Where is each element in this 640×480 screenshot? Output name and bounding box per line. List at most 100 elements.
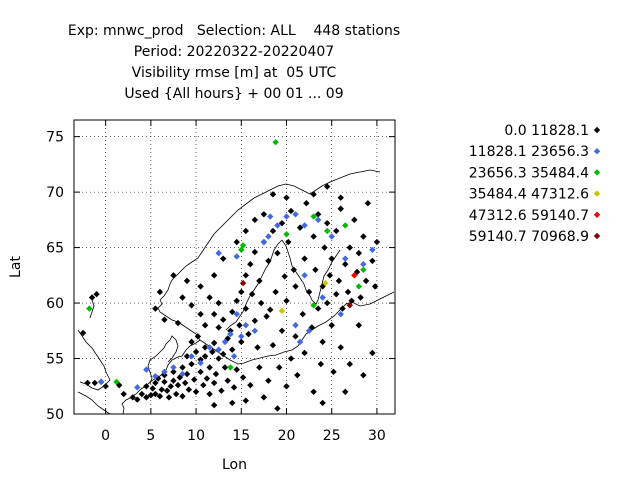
data-point-series-1 (260, 394, 268, 401)
data-point-series-1 (102, 383, 109, 390)
data-point-series-1 (188, 338, 195, 346)
data-point-series-1 (206, 364, 213, 371)
legend-marker (593, 190, 601, 197)
data-point-series-1 (314, 305, 322, 312)
data-point-series-1 (312, 266, 319, 273)
legend-label: 47312.6 59140.7 (469, 208, 589, 224)
data-point-series-1 (229, 399, 236, 407)
data-point-series-1 (209, 348, 216, 356)
title-line: Exp: mnwc_prod Selection: ALL 448 statio… (68, 23, 400, 39)
data-point-series-1 (257, 299, 265, 307)
legend-marker (593, 232, 601, 240)
data-point-series-1 (292, 333, 299, 340)
data-point-series-1 (120, 390, 127, 398)
data-point-series-1 (283, 194, 290, 201)
data-point-series-3 (310, 302, 317, 309)
data-point-series-2 (319, 294, 326, 301)
data-point-series-1 (192, 388, 200, 396)
data-point-series-1 (323, 183, 331, 190)
data-point-series-1 (323, 299, 331, 307)
data-point-series-1 (192, 348, 200, 356)
y-axis-label: Lat (8, 256, 24, 278)
data-point-series-3 (113, 378, 120, 386)
data-point-series-2 (274, 222, 281, 229)
data-point-series-1 (260, 211, 268, 218)
data-point-series-3 (342, 222, 349, 229)
data-point-series-1 (210, 310, 218, 318)
legend-label: 59140.7 70968.9 (469, 229, 589, 245)
data-point-series-1 (152, 305, 159, 312)
data-point-series-1 (323, 219, 331, 227)
data-point-series-1 (201, 344, 209, 351)
data-point-series-1 (333, 290, 340, 298)
data-point-series-1 (210, 401, 218, 409)
data-point-series-1 (194, 333, 202, 340)
data-point-series-1 (287, 355, 295, 362)
data-point-series-1 (79, 329, 87, 337)
data-point-series-1 (269, 191, 277, 198)
data-point-series-1 (179, 393, 186, 400)
data-point-series-3 (239, 242, 247, 249)
data-point-series-1 (247, 381, 254, 389)
data-point-series-1 (357, 294, 364, 301)
data-point-series-1 (91, 379, 98, 387)
data-point-series-1 (373, 238, 381, 246)
data-point-series-1 (238, 288, 245, 296)
data-point-series-1 (310, 388, 317, 396)
data-point-series-1 (201, 322, 209, 329)
legend-label: 11828.1 23656.3 (469, 144, 589, 160)
data-point-series-1 (197, 368, 204, 376)
data-point-series-1 (251, 317, 259, 325)
data-point-series-1 (362, 277, 370, 285)
data-point-series-1 (265, 257, 272, 265)
data-point-series-1 (278, 219, 286, 227)
data-point-series-1 (156, 393, 164, 400)
data-point-series-1 (364, 200, 372, 207)
data-point-series-1 (247, 261, 254, 268)
data-point-series-1 (170, 377, 177, 384)
data-point-series-1 (197, 283, 204, 290)
data-point-series-1 (294, 371, 301, 379)
data-point-series-3 (86, 305, 93, 312)
data-point-series-1 (165, 394, 173, 401)
data-point-series-1 (337, 344, 344, 351)
data-point-series-1 (242, 305, 250, 312)
data-point-series-1 (251, 216, 259, 224)
y-tick-label: 50 (46, 407, 64, 423)
data-point-series-2 (170, 364, 177, 371)
data-point-series-1 (233, 238, 240, 246)
data-point-series-1 (305, 288, 313, 296)
data-point-series-1 (342, 388, 349, 396)
data-point-series-1 (210, 339, 218, 347)
data-point-series-6 (239, 279, 247, 287)
data-point-series-1 (212, 370, 220, 378)
y-tick-label: 60 (46, 296, 64, 312)
y-tick-label: 70 (46, 185, 64, 201)
title-line: Period: 20220322-20220407 (134, 44, 334, 60)
data-point-series-1 (221, 364, 229, 371)
data-point-series-1 (296, 224, 304, 231)
data-point-series-1 (219, 350, 227, 358)
data-point-series-1 (360, 371, 367, 379)
data-point-series-1 (269, 227, 277, 235)
data-points (79, 138, 381, 412)
legend-marker (593, 126, 601, 134)
data-point-series-1 (272, 288, 279, 296)
data-point-series-1 (242, 397, 250, 404)
legend: 0.0 11828.1 11828.1 23656.3 23656.3 35484.… (469, 123, 601, 245)
data-point-series-1 (88, 294, 96, 301)
data-point-series-2 (134, 384, 141, 391)
data-point-series-1 (188, 360, 195, 368)
data-point-series-2 (292, 211, 299, 218)
data-point-series-1 (191, 376, 198, 383)
data-point-series-2 (143, 366, 150, 373)
data-point-series-1 (310, 233, 317, 240)
x-tick-label: 30 (368, 428, 386, 444)
data-point-series-1 (170, 368, 177, 376)
data-point-series-1 (263, 313, 270, 320)
data-point-series-1 (158, 386, 165, 393)
data-point-series-1 (346, 360, 353, 368)
data-point-series-1 (351, 216, 358, 224)
data-point-series-2 (221, 338, 229, 346)
title-line: Used {All hours} + 00 01 ... 09 (124, 86, 343, 102)
